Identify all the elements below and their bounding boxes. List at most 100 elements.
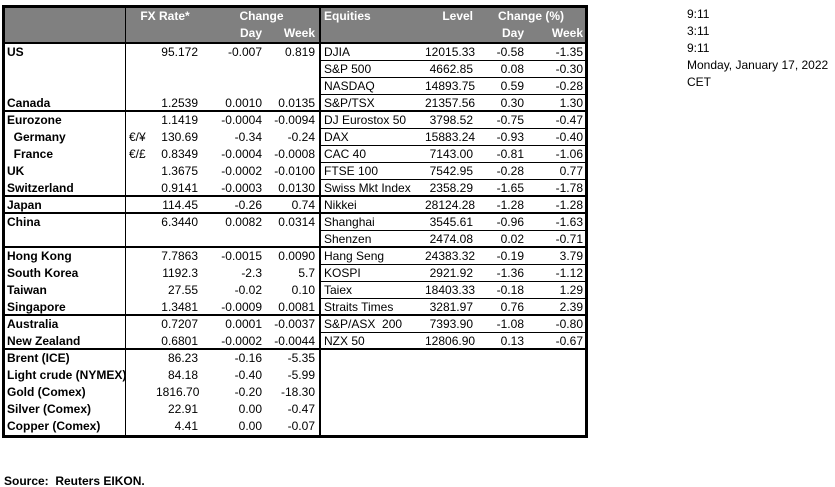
equity-index-label <box>319 384 425 401</box>
table-row: France €/£ 0.8349 -0.0004 -0.0008 CAC 40 7143.… <box>5 146 585 163</box>
fx-day-change: -0.0002 <box>204 333 266 350</box>
equity-week-change <box>527 401 585 418</box>
equity-index-label: Swiss Mkt Index <box>319 180 425 197</box>
equity-week-change: 0.77 <box>527 163 585 180</box>
equity-week-change: 2.39 <box>527 299 585 316</box>
equity-day-change: -1.08 <box>477 316 527 333</box>
equity-level-value: 3798.52 <box>425 112 477 129</box>
table-row: New Zealand 0.6801 -0.0002 -0.0044 NZX 50 128… <box>5 333 585 350</box>
equity-week-change: -1.63 <box>527 214 585 231</box>
equity-day-change: -0.93 <box>477 129 527 146</box>
equity-level-value: 3545.61 <box>425 214 477 231</box>
equities-change-header: Change (%) <box>498 9 564 23</box>
equity-day-change: 0.59 <box>477 78 527 95</box>
fx-day-change <box>204 61 266 78</box>
equity-level-value: 2358.29 <box>425 180 477 197</box>
fx-pair-symbol <box>126 418 156 435</box>
table-row: Silver (Comex) 22.91 0.00 -0.47 <box>5 401 585 418</box>
equity-week-change: 3.79 <box>527 248 585 265</box>
fx-country-label: Australia <box>5 316 126 333</box>
equity-week-change <box>527 418 585 435</box>
footnotes: Source: Reuters EIKON. * FX Rate for USD… <box>4 441 617 487</box>
timestamp-line: 9:11 <box>687 41 710 55</box>
equity-level-value <box>425 418 477 435</box>
fx-country-label: China <box>5 214 126 231</box>
equity-index-label: Shenzen <box>319 231 425 248</box>
fx-country-label: US <box>5 44 126 61</box>
fx-country-label: Taiwan <box>5 282 126 299</box>
fx-week-change: -5.35 <box>287 351 315 365</box>
equity-week-change: -1.28 <box>527 197 585 214</box>
equity-day-change: -0.28 <box>477 163 527 180</box>
fx-pair-symbol <box>126 367 156 384</box>
fx-rate-value: 86.23 <box>167 351 198 365</box>
equity-index-label: NZX 50 <box>319 333 425 350</box>
fx-country-label <box>5 78 126 95</box>
equity-week-change: -0.71 <box>527 231 585 248</box>
fx-day-change: -2.3 <box>241 266 262 280</box>
equity-index-label: Nikkei <box>319 197 425 214</box>
fx-rate-value: 6.3440 <box>161 215 198 229</box>
fx-country-label: New Zealand <box>5 333 126 350</box>
fx-day-change: 0.00 <box>238 402 262 416</box>
equity-level-value: 12806.90 <box>425 334 477 350</box>
table-row: Copper (Comex) 4.41 0.00 -0.07 <box>5 418 585 435</box>
fx-week-change: -0.0094 <box>274 113 315 127</box>
equity-day-change: -0.81 <box>477 146 527 163</box>
fx-country-label: Silver (Comex) <box>5 401 126 418</box>
equity-week-change: -0.40 <box>527 129 585 146</box>
equity-day-change <box>477 367 527 384</box>
table-row: Australia 0.7207 0.0001 -0.0037 S&P/ASX 200 7… <box>5 316 585 333</box>
equity-week-change: -0.30 <box>527 61 585 78</box>
table-row: Hong Kong 7.7863 -0.0015 0.0090 Hang Seng 243… <box>5 248 585 265</box>
source-note: Source: Reuters EIKON. <box>4 474 145 487</box>
fx-rate-value: 1816.70 <box>156 385 200 399</box>
fx-day-change: -0.0015 <box>221 249 262 263</box>
fx-week-change: 0.0135 <box>266 95 319 112</box>
fx-week-change <box>266 231 319 248</box>
fx-rate-value: 1.3481 <box>156 299 204 316</box>
fx-rate-value: 130.69 <box>161 130 198 144</box>
header-row-2: Day Week Day Week <box>5 25 585 42</box>
equity-level-value: 2474.08 <box>425 231 477 248</box>
fx-week-change: -0.47 <box>287 402 315 416</box>
fx-rate-value: 22.91 <box>167 402 198 416</box>
fx-pair-symbol: €/£ <box>129 147 146 161</box>
equity-day-change: 0.13 <box>477 333 527 350</box>
equity-level-value: 12015.33 <box>425 45 477 61</box>
fx-country-label: Japan <box>5 197 126 214</box>
fx-country-label: Light crude (NYMEX) <box>7 367 126 384</box>
fx-pair-symbol <box>126 61 156 78</box>
fx-day-change: -0.20 <box>234 385 262 399</box>
equity-level-value: 7143.00 <box>425 146 477 163</box>
equity-index-label: Shanghai <box>319 214 425 231</box>
equity-index-label: FTSE 100 <box>319 163 425 180</box>
fx-week-change: -0.0100 <box>274 164 315 178</box>
fx-week-header: Week <box>283 26 315 40</box>
equity-week-change <box>527 384 585 401</box>
fx-week-change: 5.7 <box>298 266 315 280</box>
fx-day-change: -0.0009 <box>204 299 266 316</box>
fx-week-change: 0.10 <box>291 283 315 297</box>
equities-level-header: Level <box>442 9 473 23</box>
fx-rate-value: 1.1419 <box>161 113 198 127</box>
fx-day-change: -0.02 <box>234 283 262 297</box>
equity-index-label <box>319 401 425 418</box>
equity-day-change: -0.58 <box>477 44 527 61</box>
table-row: Germany €/¥ 130.69 -0.34 -0.24 DAX 15883.24 -0.… <box>5 129 585 146</box>
equity-level-value: 7542.95 <box>425 163 477 180</box>
fx-country-label: Brent (ICE) <box>5 350 126 367</box>
fx-pair-symbol <box>126 214 156 231</box>
fx-pair-symbol <box>126 333 156 350</box>
equity-level-value: 15883.24 <box>425 130 477 146</box>
timestamp-line: CET <box>687 75 711 89</box>
fx-country-label: UK <box>5 163 126 180</box>
fx-week-change: -5.99 <box>287 368 315 382</box>
fx-rate-value: 1192.3 <box>162 266 198 280</box>
equity-day-change: -0.75 <box>477 112 527 129</box>
equity-index-label: CAC 40 <box>319 146 425 163</box>
header-corner-2 <box>5 25 126 42</box>
fx-day-header: Day <box>239 26 262 40</box>
fx-week-change: 0.0090 <box>278 249 315 263</box>
